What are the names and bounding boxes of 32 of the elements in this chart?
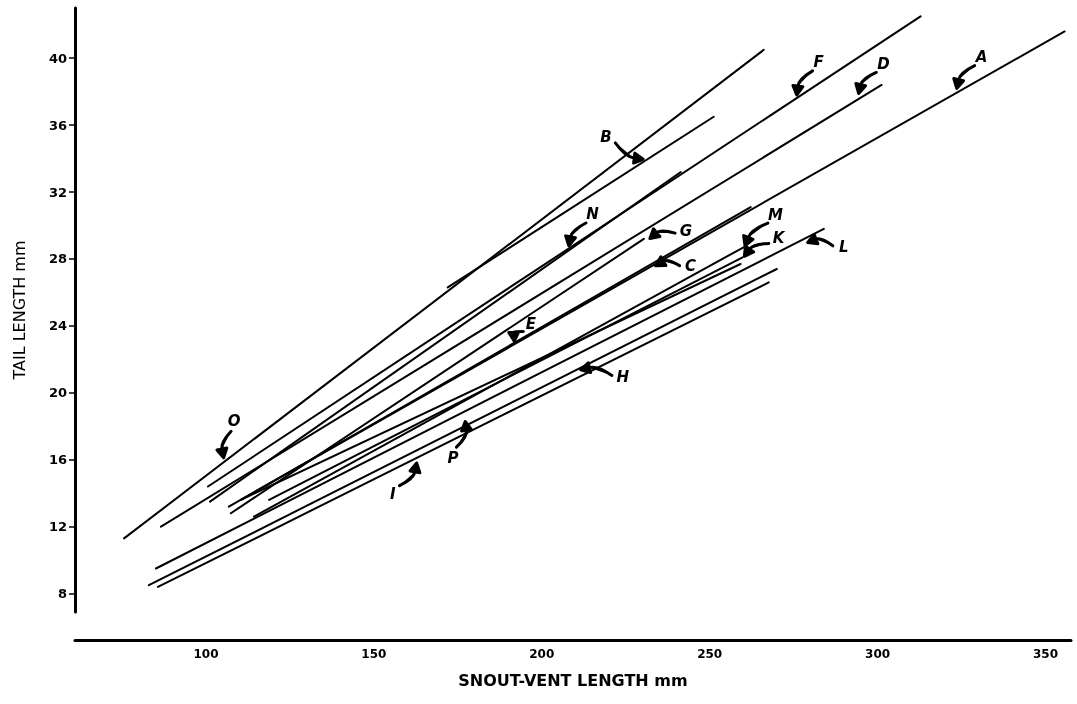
y-tick-label: 20 <box>48 385 67 401</box>
annotation: A <box>974 47 988 66</box>
annotation: D <box>877 55 890 73</box>
annotation: C <box>685 256 697 275</box>
annotation: N <box>586 205 600 224</box>
y-tick-label: 24 <box>48 318 67 334</box>
y-tick-label: 28 <box>48 251 67 267</box>
y-axis-title: TAIL LENGTH mm <box>9 240 29 381</box>
annotation: F <box>813 52 825 71</box>
annotation: P <box>447 448 459 467</box>
y-tick-label: 36 <box>48 117 67 133</box>
annotation: M <box>768 206 784 225</box>
annotation: H <box>616 368 630 387</box>
annotation: I <box>390 485 397 504</box>
x-tick-label: 200 <box>529 647 555 661</box>
x-tick-label: 300 <box>865 647 891 661</box>
annotation: L <box>838 238 849 257</box>
annotation: E <box>525 314 537 333</box>
annotation: O <box>227 411 241 430</box>
x-tick-label: 350 <box>1032 647 1059 661</box>
x-tick-label: 250 <box>697 647 723 661</box>
x-tick-label: 100 <box>193 647 219 661</box>
y-tick-label: 12 <box>48 519 67 535</box>
y-tick-label: 8 <box>57 586 67 602</box>
annotation: K <box>772 229 786 248</box>
y-tick-label: 40 <box>48 50 67 66</box>
annotation: B <box>600 128 612 147</box>
y-tick-label: 32 <box>48 184 67 200</box>
x-tick-label: 150 <box>361 647 387 661</box>
y-tick-label: 16 <box>48 452 67 468</box>
annotation: G <box>679 221 693 240</box>
x-axis-title: SNOUT-VENT LENGTH mm <box>458 670 688 690</box>
